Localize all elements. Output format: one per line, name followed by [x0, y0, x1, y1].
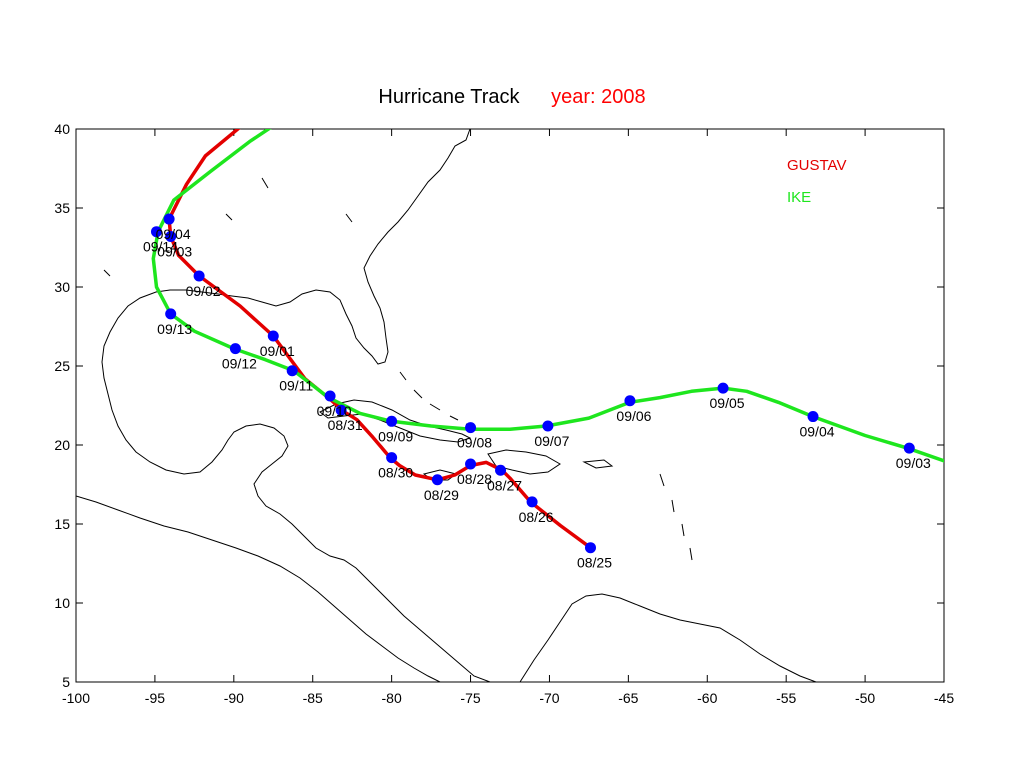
y-tick-label: 40: [54, 121, 70, 137]
coastline-lakes: [103, 177, 353, 277]
track-point-gustav: [431, 474, 443, 486]
x-tick-label: -70: [539, 690, 559, 706]
title-year: year: 2008: [551, 86, 646, 108]
x-tick-label: -55: [776, 690, 796, 706]
x-tick-label: -100: [62, 690, 90, 706]
date-label-gustav: 09/04: [156, 226, 191, 242]
track-point-ike: [624, 395, 636, 407]
y-tick-label: 25: [54, 358, 70, 374]
y-tick-label: 10: [54, 595, 70, 611]
date-label-ike: 09/05: [710, 395, 745, 411]
date-label-gustav: 09/02: [186, 283, 221, 299]
track-point-gustav: [386, 452, 398, 464]
date-label-ike: 09/14: [143, 239, 178, 255]
date-label-ike: 09/09: [378, 428, 413, 444]
track-point-ike: [286, 365, 298, 377]
track-point-gustav: [584, 542, 596, 554]
legend: GUSTAV IKE: [787, 157, 846, 206]
y-tick-label: 30: [54, 279, 70, 295]
date-label-ike: 09/11: [279, 378, 313, 394]
coastline-layer: [76, 129, 817, 682]
coastline-bahamas: [399, 371, 477, 429]
date-label-gustav: 08/26: [519, 509, 554, 525]
coastline-puerto-rico: [582, 459, 614, 469]
track-point-gustav: [267, 330, 279, 342]
date-label-gustav: 08/28: [457, 471, 492, 487]
date-label-ike: 09/12: [222, 356, 257, 372]
date-label-gustav: 09/03: [157, 243, 192, 259]
track-point-gustav: [163, 213, 175, 225]
y-tick-label: 5: [62, 674, 70, 690]
date-label-ike: 09/03: [896, 455, 931, 471]
x-tick-label: -45: [934, 690, 954, 706]
x-tick-label: -60: [697, 690, 717, 706]
date-label-gustav: 09/01: [260, 343, 295, 359]
track-point-ike: [150, 226, 162, 238]
x-tick-labels: -100 -95 -90 -85 -80 -75 -70 -65 -60 -55 -50 -45: [62, 690, 954, 706]
track-point-ike: [717, 382, 729, 394]
coastline-antilles: [659, 473, 693, 561]
date-label-ike: 09/07: [534, 433, 569, 449]
y-tick-label: 20: [54, 437, 70, 453]
axis-ticks: [75, 128, 945, 683]
date-label-gustav: 08/30: [378, 465, 413, 481]
y-tick-labels: 5 10 15 20 25 30 35 40: [54, 121, 70, 690]
track-point-ike: [807, 411, 819, 423]
coastline-north-america: [101, 129, 491, 682]
y-tick-label: 15: [54, 516, 70, 532]
y-tick-label: 35: [54, 200, 70, 216]
track-point-ike: [903, 442, 915, 454]
track-point-gustav: [495, 464, 507, 476]
x-tick-label: -90: [224, 690, 244, 706]
track-line-ike: [151, 129, 944, 463]
track-point-ike: [386, 415, 398, 427]
date-label-ike: 09/13: [157, 321, 192, 337]
date-label-ike: 09/10: [317, 403, 352, 419]
coastline-south-america: [519, 593, 817, 682]
date-label-ike: 09/08: [457, 435, 492, 451]
date-label-gustav: 08/25: [577, 555, 612, 571]
track-point-gustav: [465, 458, 477, 470]
track-line-gustav: [167, 129, 593, 550]
x-tick-label: -75: [460, 690, 480, 706]
track-point-gustav: [193, 270, 205, 282]
coastline-pacific: [76, 495, 441, 682]
track-point-gustav: [335, 404, 347, 416]
date-label-gustav: 08/31: [328, 417, 363, 433]
track-point-gustav: [165, 230, 177, 242]
x-tick-label: -85: [303, 690, 323, 706]
page-title: Hurricane Track year: 2008: [0, 86, 1024, 109]
plot-frame: [75, 128, 945, 683]
track-point-ike: [229, 343, 241, 355]
track-point-ike: [324, 390, 336, 402]
x-tick-label: -80: [382, 690, 402, 706]
track-point-ike: [542, 420, 554, 432]
track-markers: [150, 213, 915, 554]
date-label-ike: 09/06: [616, 408, 651, 424]
legend-gustav: GUSTAV: [787, 157, 846, 174]
track-point-ike: [465, 422, 477, 434]
track-point-ike: [165, 308, 177, 320]
x-tick-label: -95: [145, 690, 165, 706]
track-point-gustav: [526, 496, 538, 508]
date-label-gustav: 08/29: [424, 487, 459, 503]
date-label-ike: 09/04: [799, 424, 834, 440]
x-tick-label: -65: [618, 690, 638, 706]
x-tick-label: -50: [855, 690, 875, 706]
title-main: Hurricane Track: [378, 86, 520, 108]
date-label-gustav: 08/27: [487, 477, 522, 493]
legend-ike: IKE: [787, 189, 811, 206]
